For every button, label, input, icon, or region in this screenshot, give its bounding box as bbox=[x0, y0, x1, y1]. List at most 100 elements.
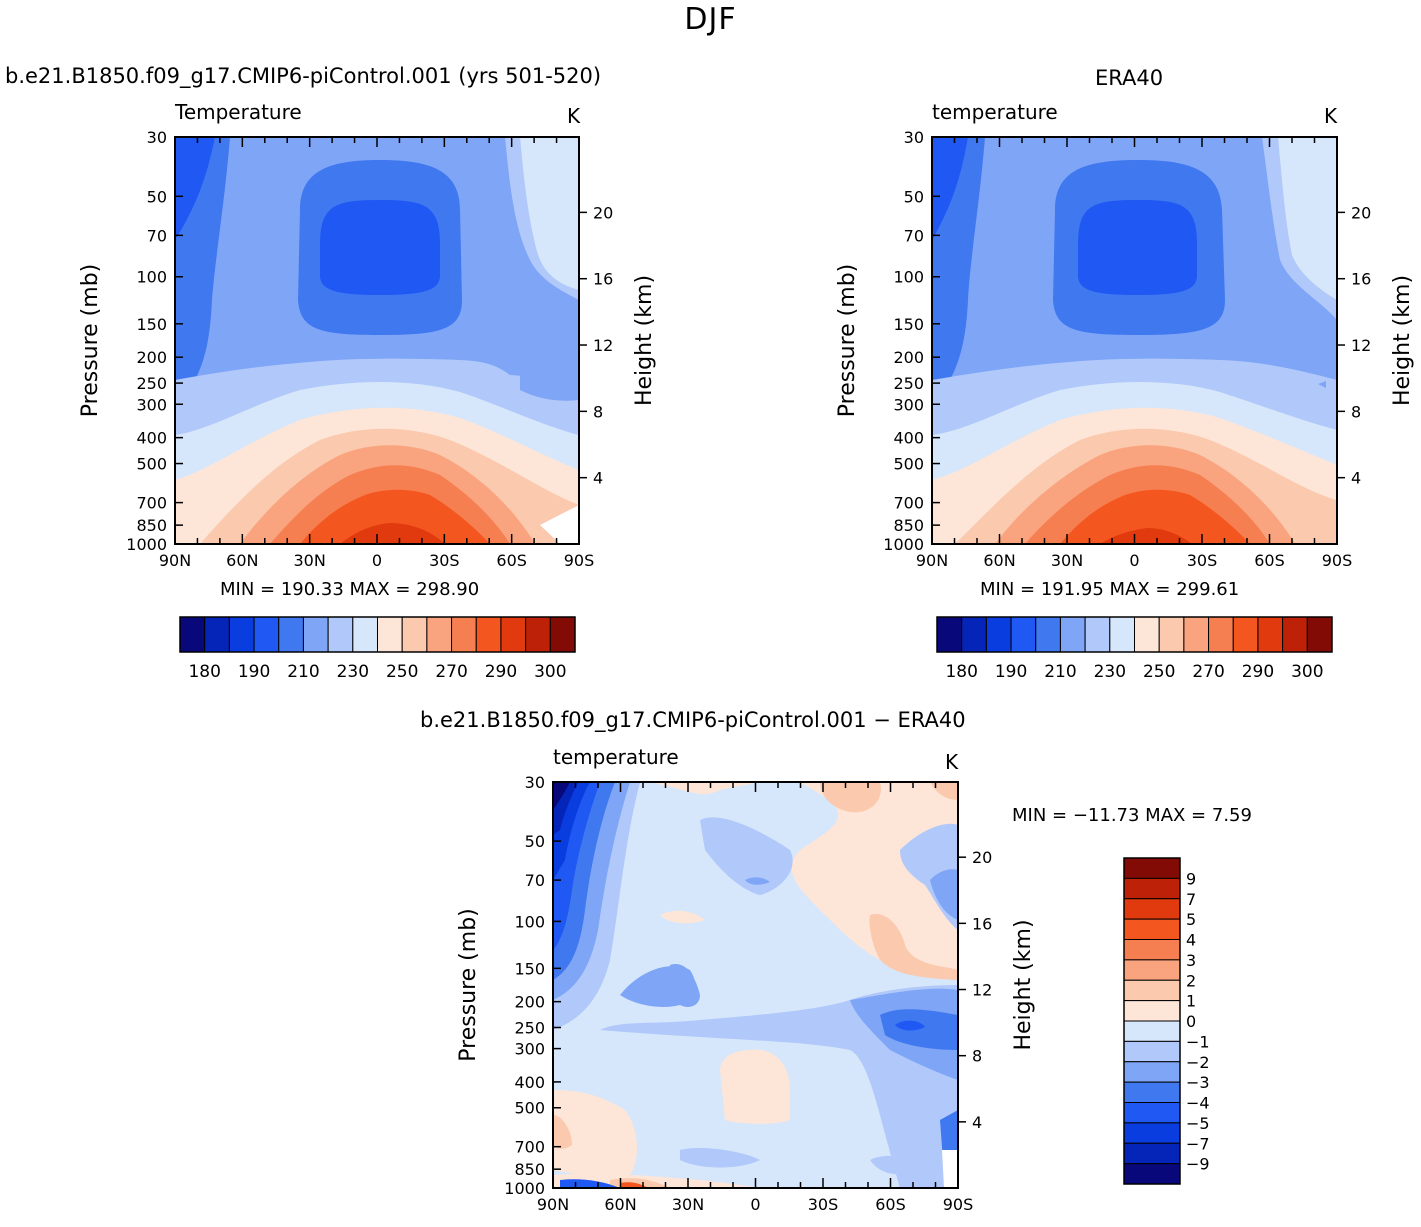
obs-contours bbox=[932, 137, 1337, 544]
model-y-tick-label: 100 bbox=[136, 268, 167, 287]
diff-colorbar-swatch bbox=[1123, 1000, 1181, 1022]
obs-colorbar-swatch bbox=[936, 616, 963, 653]
obs-colorbar-label: 300 bbox=[1291, 662, 1323, 682]
model-colorbar-swatch bbox=[475, 616, 502, 653]
diff-colorbar-label: −5 bbox=[1186, 1114, 1210, 1133]
model-x-tick-label: 60N bbox=[226, 551, 258, 570]
model-axes: 3050701001502002503004005007008501000481… bbox=[78, 128, 657, 570]
diff-colorbar: 9 75 432 10−1 −2−3 −4−5−7 −9 bbox=[1123, 857, 1210, 1185]
obs-y-tick-label: 500 bbox=[893, 455, 924, 474]
diff-x-tick-label: 60N bbox=[604, 1195, 636, 1214]
model-x-tick-label: 30S bbox=[429, 551, 460, 570]
diff-colorbar-swatch bbox=[1123, 1122, 1181, 1144]
diff-x-tick-label: 90S bbox=[943, 1195, 974, 1214]
model-y2-tick-label: 12 bbox=[593, 336, 613, 355]
diff-y-tick-label: 100 bbox=[514, 912, 545, 931]
obs-y-tick-label: 400 bbox=[893, 429, 924, 448]
model-y-tick-label: 250 bbox=[136, 374, 167, 393]
model-colorbar-label: 270 bbox=[435, 662, 467, 682]
obs-colorbar-swatch bbox=[1306, 616, 1333, 653]
model-minmax: MIN = 190.33 MAX = 298.90 bbox=[220, 579, 480, 600]
diff-colorbar-label: −2 bbox=[1186, 1053, 1210, 1072]
diff-colorbar-swatch bbox=[1123, 1040, 1181, 1063]
obs-x-tick-label: 0 bbox=[1129, 551, 1139, 570]
model-units-label: K bbox=[567, 104, 581, 128]
obs-y-axis-label: Pressure (mb) bbox=[835, 264, 860, 418]
obs-x-tick-label: 60S bbox=[1254, 551, 1285, 570]
diff-y2-tick-label: 16 bbox=[972, 914, 992, 933]
obs-y2-axis-label: Height (km) bbox=[1390, 275, 1415, 406]
model-colorbar-swatch bbox=[549, 616, 576, 653]
model-y-tick-label: 300 bbox=[136, 395, 167, 414]
diff-colorbar-swatch bbox=[1123, 1102, 1181, 1124]
model-contours bbox=[175, 137, 579, 544]
obs-colorbar-label: 270 bbox=[1192, 662, 1224, 682]
model-colorbar-swatch bbox=[228, 616, 255, 653]
model-colorbar-swatch bbox=[525, 616, 551, 653]
model-y-axis-label: Pressure (mb) bbox=[78, 264, 103, 418]
diff-y-tick-label: 1000 bbox=[504, 1179, 545, 1198]
obs-colorbar-label: 210 bbox=[1044, 662, 1076, 682]
model-colorbar-swatch bbox=[401, 616, 428, 653]
diff-colorbar-label: −9 bbox=[1186, 1155, 1210, 1174]
model-y-tick-label: 50 bbox=[147, 187, 167, 206]
diff-x-tick-label: 0 bbox=[750, 1195, 760, 1214]
model-colorbar-swatch bbox=[451, 616, 477, 653]
diff-y-tick-label: 50 bbox=[525, 832, 545, 851]
diff-colorbar-swatch bbox=[1123, 979, 1181, 1002]
obs-y-tick-label: 70 bbox=[904, 226, 924, 245]
obs-y-tick-label: 30 bbox=[904, 128, 924, 147]
model-colorbar-label: 290 bbox=[485, 662, 517, 682]
model-y-tick-label: 70 bbox=[147, 226, 167, 245]
diff-y-tick-label: 200 bbox=[514, 993, 545, 1012]
obs-y2-tick-label: 12 bbox=[1351, 336, 1371, 355]
model-colorbar-label: 300 bbox=[534, 662, 566, 682]
obs-variable-label: temperature bbox=[932, 100, 1058, 124]
diff-contours bbox=[553, 782, 958, 1188]
diff-x-tick-label: 90N bbox=[537, 1195, 569, 1214]
model-y-tick-label: 400 bbox=[136, 429, 167, 448]
model-y2-tick-label: 4 bbox=[593, 469, 603, 488]
model-colorbar-swatch bbox=[327, 616, 354, 653]
model-y-tick-label: 30 bbox=[147, 128, 167, 147]
obs-colorbar-swatch bbox=[1282, 616, 1308, 653]
diff-colorbar-label: −3 bbox=[1186, 1073, 1210, 1092]
obs-colorbar-swatch bbox=[1134, 616, 1160, 653]
obs-units-label: K bbox=[1324, 104, 1338, 128]
diff-y-tick-label: 500 bbox=[514, 1099, 545, 1118]
obs-colorbar-swatch bbox=[1035, 616, 1061, 653]
obs-colorbar: 180 190 210 230 250 270 290 300 bbox=[936, 616, 1333, 682]
obs-y-tick-label: 300 bbox=[893, 395, 924, 414]
obs-case-label: ERA40 bbox=[1095, 66, 1164, 90]
diff-y-tick-label: 300 bbox=[514, 1040, 545, 1059]
diff-colorbar-swatch bbox=[1123, 1061, 1181, 1083]
model-variable-label: Temperature bbox=[175, 100, 302, 124]
obs-colorbar-swatch bbox=[1059, 616, 1086, 653]
obs-y-tick-label: 700 bbox=[893, 494, 924, 513]
obs-colorbar-swatch bbox=[1084, 616, 1111, 653]
model-y-tick-label: 200 bbox=[136, 348, 167, 367]
diff-colorbar-swatch bbox=[1123, 918, 1181, 940]
obs-y-tick-label: 200 bbox=[893, 348, 924, 367]
diff-colorbar-swatch bbox=[1123, 898, 1181, 920]
diff-y2-tick-label: 20 bbox=[972, 848, 992, 867]
diff-axes: 3050701001502002503004005007008501000481… bbox=[456, 773, 1036, 1214]
diff-colorbar-label: −1 bbox=[1186, 1032, 1210, 1051]
obs-colorbar-swatch bbox=[985, 616, 1012, 653]
model-colorbar-swatch bbox=[500, 616, 527, 653]
model-y-tick-label: 850 bbox=[136, 516, 167, 535]
diff-y-tick-label: 850 bbox=[514, 1160, 545, 1179]
obs-y-tick-label: 1000 bbox=[883, 535, 924, 554]
model-case-label: b.e21.B1850.f09_g17.CMIP6-piControl.001 … bbox=[5, 64, 602, 88]
diff-colorbar-swatch bbox=[1123, 877, 1181, 900]
obs-y-tick-label: 850 bbox=[893, 516, 924, 535]
model-y2-tick-label: 8 bbox=[593, 402, 603, 421]
obs-y2-tick-label: 20 bbox=[1351, 203, 1371, 222]
diff-y2-tick-label: 12 bbox=[972, 981, 992, 1000]
model-x-tick-label: 0 bbox=[372, 551, 382, 570]
diff-colorbar-label: 9 bbox=[1186, 869, 1196, 888]
obs-x-tick-label: 30N bbox=[1051, 551, 1083, 570]
obs-x-tick-label: 90S bbox=[1322, 551, 1353, 570]
diff-colorbar-label: 7 bbox=[1186, 890, 1196, 909]
diff-colorbar-swatch bbox=[1123, 959, 1181, 981]
